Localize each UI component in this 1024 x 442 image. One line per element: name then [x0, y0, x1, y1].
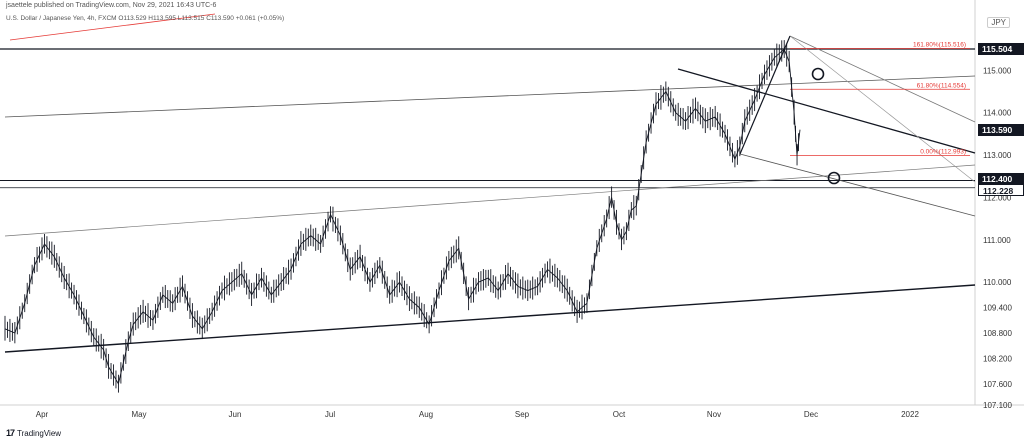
y-tick-label: 110.000	[983, 278, 1012, 287]
x-tick-label: Jul	[325, 410, 335, 419]
x-tick-label: Jun	[229, 410, 242, 419]
y-tick-label: 113.000	[983, 151, 1012, 160]
x-tick-label: Nov	[707, 410, 721, 419]
fib-level-label: 161.80%(115.516)	[913, 42, 966, 49]
price-tag: 113.590	[978, 124, 1024, 137]
symbol-line: U.S. Dollar / Japanese Yen, 4h, FXCM O11…	[6, 15, 284, 22]
x-tick-label: Apr	[36, 410, 49, 419]
y-tick-label: 107.600	[983, 380, 1012, 389]
price-tag: 112.228	[978, 183, 1024, 196]
x-tick-label: May	[131, 410, 146, 419]
x-tick-label: 2022	[901, 410, 919, 419]
y-tick-label: 108.800	[983, 329, 1012, 338]
price-tag: 115.504	[978, 43, 1024, 55]
y-tick-label: 107.100	[983, 401, 1012, 410]
middle-channel-line	[4, 164, 976, 237]
upper-channel-line	[4, 75, 976, 118]
fib-level-label: 0.00%(112.993)	[920, 148, 966, 155]
lower-trend-line	[4, 284, 976, 353]
tradingview-logo: 17 TradingView	[6, 428, 61, 438]
tv-logo-icon: 17	[6, 428, 15, 438]
ohlc-values: O113.529 H113.595 L113.515 C113.590 +0.0…	[118, 15, 285, 22]
price-series-line	[4, 48, 801, 386]
y-tick-label: 115.000	[983, 66, 1012, 75]
price-tag: 112.400	[978, 173, 1024, 186]
fork-mid-line	[789, 35, 976, 183]
x-tick-label: Aug	[419, 410, 433, 419]
y-tick-label: 111.000	[983, 236, 1011, 245]
x-tick-label: Oct	[613, 410, 626, 419]
target-circle-icon	[827, 171, 841, 185]
red-annotation-line	[9, 13, 216, 41]
brand-label: TradingView	[17, 428, 62, 438]
fib-level-label: 61.80%(114.554)	[917, 82, 966, 89]
y-tick-label: 114.000	[983, 109, 1012, 118]
publisher-line: jsaettele published on TradingView.com, …	[6, 2, 217, 9]
x-tick-label: Dec	[804, 410, 818, 419]
x-tick-label: Sep	[515, 410, 530, 419]
currency-badge: JPY	[987, 17, 1010, 28]
fork-upper-line	[789, 35, 976, 123]
lower-descending-line	[739, 153, 976, 217]
target-circle-icon	[811, 67, 825, 81]
rally-leg-line	[739, 35, 791, 155]
descending-trend-line	[677, 68, 976, 154]
y-tick-label: 112.000	[983, 193, 1012, 202]
y-tick-label: 109.400	[983, 304, 1012, 313]
symbol-name: U.S. Dollar / Japanese Yen, 4h, FXCM	[6, 15, 117, 22]
y-tick-label: 108.200	[983, 354, 1012, 363]
